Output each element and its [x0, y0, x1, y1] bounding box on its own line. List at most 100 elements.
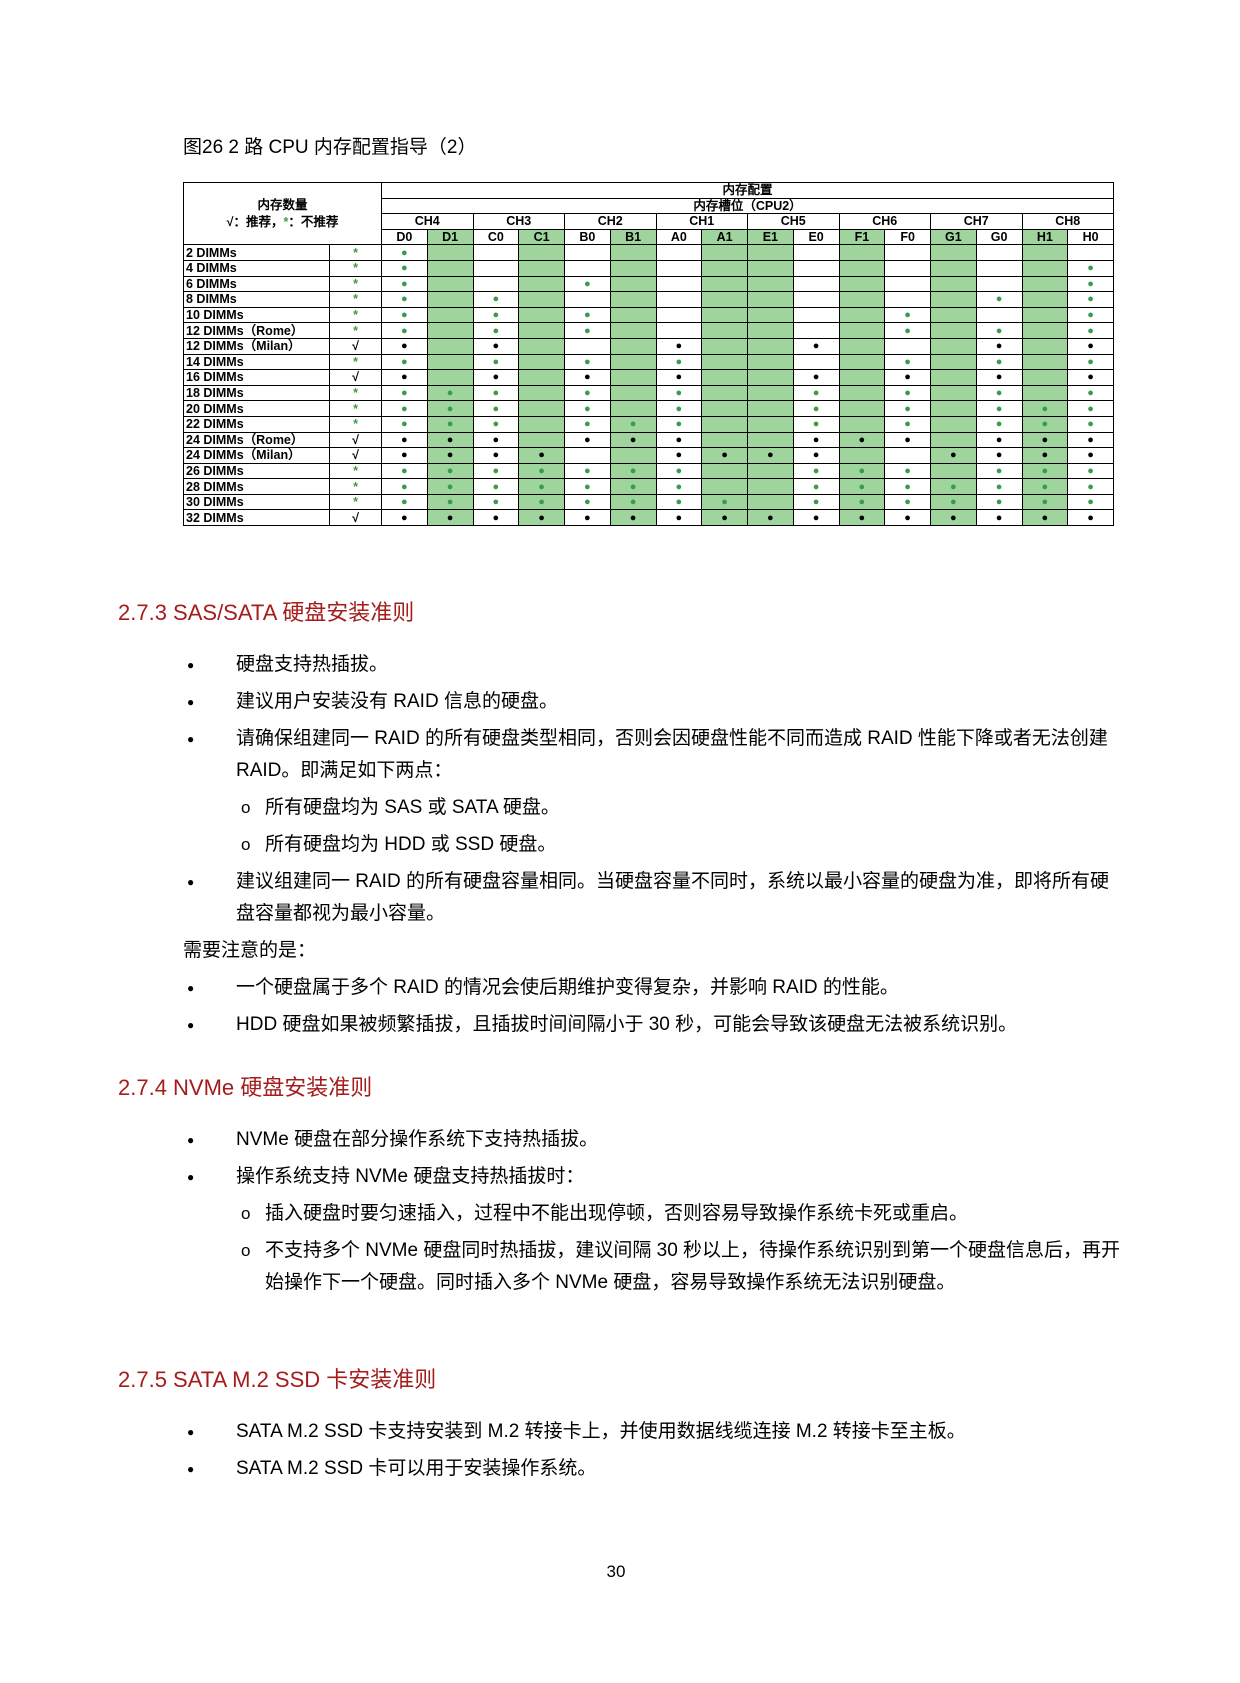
recommendation: * [329, 478, 382, 495]
dimm-count: 26 DIMMs [183, 462, 330, 480]
empty-slot [609, 291, 657, 308]
dimm-count: 30 DIMMs [183, 493, 330, 511]
dimm-dot: ● [1067, 478, 1115, 495]
empty-slot [564, 291, 611, 308]
slot-name: D0 [381, 228, 428, 246]
dimm-dot: ● [381, 275, 428, 293]
dimm-dot: ● [518, 447, 565, 464]
dimm-dot: ● [792, 509, 840, 527]
empty-slot [930, 415, 977, 433]
dimm-dot: ● [884, 384, 931, 402]
bullet-item: 请确保组建同一 RAID 的所有硬盘类型相同，否则会因硬盘性能不同而造成 RAI… [187, 723, 1126, 861]
empty-slot [747, 275, 794, 293]
dimm-dot: ● [472, 462, 520, 480]
recommendation: * [329, 353, 382, 371]
empty-slot [518, 415, 565, 433]
empty-slot [701, 306, 748, 324]
empty-slot [747, 462, 794, 480]
empty-slot [609, 384, 657, 402]
empty-slot [930, 275, 977, 293]
empty-slot [426, 275, 474, 293]
channel: CH2 [564, 213, 657, 230]
dimm-dot: ● [1067, 275, 1115, 293]
dimm-dot: ● [792, 493, 840, 511]
dimm-dot: ● [655, 509, 703, 527]
empty-slot [1021, 244, 1069, 261]
empty-slot [884, 244, 931, 261]
dimm-dot: ● [381, 369, 428, 386]
empty-slot [838, 353, 886, 371]
empty-slot [564, 244, 611, 261]
empty-slot [747, 337, 794, 355]
dimm-dot: ● [518, 462, 565, 480]
section-heading: 2.7.3 SAS/SATA 硬盘安装准则 [118, 600, 415, 625]
recommendation: √ [329, 369, 382, 386]
empty-slot [426, 369, 474, 386]
dimm-dot: ● [747, 509, 794, 527]
channel: CH6 [838, 213, 931, 230]
empty-slot [609, 244, 657, 261]
recommendation: √ [329, 509, 382, 527]
dimm-dot: ● [609, 415, 657, 433]
slot-name: G0 [975, 228, 1023, 246]
sub-item: 不支持多个 NVMe 硬盘同时热插拔，建议间隔 30 秒以上，待操作系统识别到第… [241, 1235, 1126, 1299]
section: 2.7.5 SATA M.2 SSD 卡安装准则 SATA M.2 SSD 卡支持… [118, 1362, 1128, 1490]
empty-slot [518, 353, 565, 371]
empty-slot [747, 493, 794, 511]
empty-slot [609, 275, 657, 293]
sub-item: 所有硬盘均为 HDD 或 SSD 硬盘。 [241, 829, 1126, 861]
empty-slot [701, 353, 748, 371]
empty-slot [930, 384, 977, 402]
empty-slot [655, 322, 703, 339]
dimm-dot: ● [381, 462, 428, 480]
dimm-dot: ● [381, 322, 428, 339]
empty-slot [1021, 291, 1069, 308]
dimm-dot: ● [792, 415, 840, 433]
dimm-dot: ● [381, 478, 428, 495]
slot-name: H1 [1021, 228, 1069, 246]
recommendation: * [329, 244, 382, 261]
slot-name: A1 [701, 228, 748, 246]
empty-slot [564, 259, 611, 277]
dimm-dot: ● [472, 431, 520, 449]
empty-slot [518, 275, 565, 293]
empty-slot [609, 259, 657, 277]
dimm-dot: ● [930, 493, 977, 511]
bullet-text: SATA M.2 SSD 卡可以用于安装操作系统。 [236, 1458, 597, 1479]
empty-slot [701, 322, 748, 339]
dimm-dot: ● [564, 415, 611, 433]
section: 2.7.3 SAS/SATA 硬盘安装准则硬盘支持热插拔。建议用户安装没有 RA… [118, 595, 1128, 1046]
dimm-dot: ● [426, 415, 474, 433]
bullet-item: 硬盘支持热插拔。 [187, 649, 1126, 681]
empty-slot [838, 306, 886, 324]
sub-item: 所有硬盘均为 SAS 或 SATA 硬盘。 [241, 792, 1126, 824]
dimm-dot: ● [884, 478, 931, 495]
empty-slot [426, 259, 474, 277]
slot-name: E0 [792, 228, 840, 246]
dimm-dot: ● [655, 337, 703, 355]
dimm-dot: ● [381, 291, 428, 308]
data-row: 4 DIMMs * ● ● [183, 259, 1115, 277]
empty-slot [792, 322, 840, 339]
dimm-dot: ● [609, 431, 657, 449]
section-heading: 2.7.5 SATA M.2 SSD 卡安装准则 [118, 1367, 437, 1392]
bullet-item: 一个硬盘属于多个 RAID 的情况会使后期维护变得复杂，并影响 RAID 的性能… [187, 972, 1126, 1004]
dimm-dot: ● [701, 447, 748, 464]
dimm-dot: ● [609, 462, 657, 480]
dimm-dot: ● [884, 462, 931, 480]
dimm-dot: ● [1021, 462, 1069, 480]
dimm-dot: ● [930, 509, 977, 527]
bullet-text: 请确保组建同一 RAID 的所有硬盘类型相同，否则会因硬盘性能不同而造成 RAI… [236, 728, 1108, 781]
dimm-dot: ● [518, 509, 565, 527]
slot-name: B0 [564, 228, 611, 246]
dimm-dot: ● [884, 400, 931, 417]
empty-slot [655, 291, 703, 308]
dimm-dot: ● [609, 509, 657, 527]
empty-slot [1021, 353, 1069, 371]
dimm-dot: ● [381, 353, 428, 371]
empty-slot [518, 259, 565, 277]
dimm-dot: ● [792, 447, 840, 464]
dimm-dot: ● [655, 400, 703, 417]
dimm-dot: ● [472, 509, 520, 527]
